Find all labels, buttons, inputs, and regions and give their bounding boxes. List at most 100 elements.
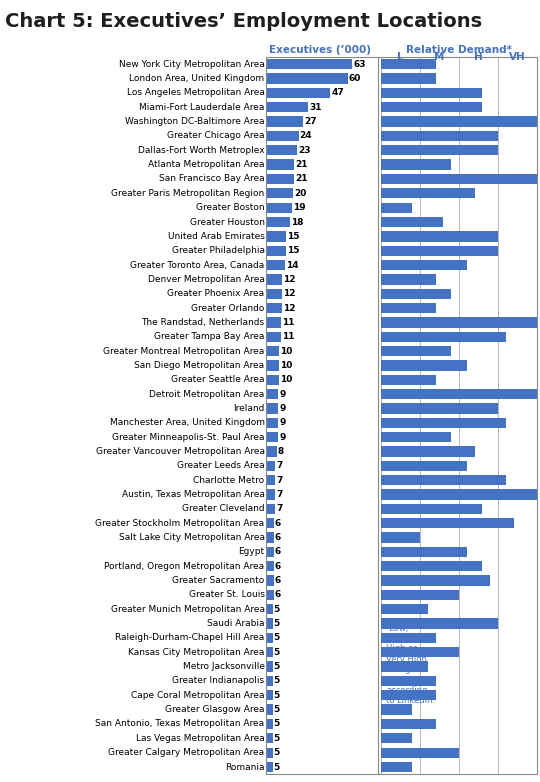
Text: Romania: Romania xyxy=(225,762,265,772)
Bar xyxy=(266,719,273,729)
Bar xyxy=(266,734,273,744)
Text: 11: 11 xyxy=(282,332,294,341)
Bar xyxy=(381,533,420,543)
Bar xyxy=(381,131,498,141)
Text: Metro Jacksonville: Metro Jacksonville xyxy=(183,662,265,671)
Text: L: L xyxy=(397,52,403,62)
Bar xyxy=(381,361,467,371)
Bar xyxy=(381,676,435,686)
Bar xyxy=(266,461,275,471)
Bar xyxy=(266,705,273,715)
Bar xyxy=(266,447,276,457)
Text: 27: 27 xyxy=(304,117,316,126)
Text: Los Angeles Metropolitan Area: Los Angeles Metropolitan Area xyxy=(127,88,265,98)
Text: 6: 6 xyxy=(275,547,281,556)
Bar xyxy=(381,547,467,557)
Text: New York City Metropolitan Area: New York City Metropolitan Area xyxy=(119,59,265,69)
Text: 7: 7 xyxy=(276,504,283,513)
Text: Cape Coral Metropolitan Area: Cape Coral Metropolitan Area xyxy=(131,691,265,700)
Text: 5: 5 xyxy=(274,719,280,729)
Bar xyxy=(381,576,490,586)
Text: 7: 7 xyxy=(276,461,283,470)
Bar xyxy=(381,705,412,715)
Text: 10: 10 xyxy=(280,346,293,356)
Text: 9: 9 xyxy=(279,432,286,442)
Text: San Francisco Bay Area: San Francisco Bay Area xyxy=(159,174,265,184)
Text: Greater Calgary Metropolitan Area: Greater Calgary Metropolitan Area xyxy=(109,748,265,757)
Bar xyxy=(266,490,275,500)
Text: 20: 20 xyxy=(294,188,307,198)
Text: Greater Glasgow Area: Greater Glasgow Area xyxy=(165,705,265,714)
Bar xyxy=(381,260,467,271)
Bar xyxy=(381,74,435,84)
Text: Ireland: Ireland xyxy=(233,404,265,413)
Text: Miami-Fort Lauderdale Area: Miami-Fort Lauderdale Area xyxy=(139,102,265,112)
Text: Denver Metropolitan Area: Denver Metropolitan Area xyxy=(148,275,265,284)
Bar xyxy=(266,504,275,514)
Text: 24: 24 xyxy=(300,131,312,141)
Bar xyxy=(381,647,459,658)
Text: Greater Stockholm Metropolitan Area: Greater Stockholm Metropolitan Area xyxy=(96,518,265,528)
Bar xyxy=(381,734,412,744)
Text: The Randstad, Netherlands: The Randstad, Netherlands xyxy=(141,318,265,327)
Text: 5: 5 xyxy=(274,748,280,757)
Bar xyxy=(266,633,273,643)
Bar xyxy=(266,174,294,184)
Text: 6: 6 xyxy=(275,590,281,600)
Bar xyxy=(381,174,537,184)
Text: Greater Chicago Area: Greater Chicago Area xyxy=(167,131,265,141)
Bar xyxy=(381,231,498,242)
Text: London Area, United Kingdom: London Area, United Kingdom xyxy=(130,74,265,83)
Text: Manchester Area, United Kingdom: Manchester Area, United Kingdom xyxy=(110,418,265,427)
Bar xyxy=(266,346,279,357)
Bar xyxy=(266,375,279,385)
Text: Greater Cleveland: Greater Cleveland xyxy=(182,504,265,513)
Text: VH: VH xyxy=(509,52,526,62)
Text: 10: 10 xyxy=(280,375,293,384)
Text: 19: 19 xyxy=(293,203,306,212)
Text: 5: 5 xyxy=(274,633,280,643)
Text: Raleigh-Durham-Chapel Hill Area: Raleigh-Durham-Chapel Hill Area xyxy=(116,633,265,643)
Text: Greater Phoenix Area: Greater Phoenix Area xyxy=(167,289,265,298)
Bar xyxy=(266,691,273,701)
Bar xyxy=(381,188,475,199)
Bar xyxy=(266,102,308,113)
Text: 6: 6 xyxy=(275,576,281,585)
Bar xyxy=(381,475,506,486)
Text: Executives (’000): Executives (’000) xyxy=(269,45,372,56)
Text: *Low,
Moderate,
High or
Very High
hiring
demand
according
to LinkedIn.: *Low, Moderate, High or Very High hiring… xyxy=(386,623,435,705)
Text: 12: 12 xyxy=(283,289,296,298)
Text: 8: 8 xyxy=(278,447,284,456)
Text: 9: 9 xyxy=(279,404,286,413)
Text: Greater Sacramento: Greater Sacramento xyxy=(172,576,265,585)
Bar xyxy=(266,404,278,414)
Text: 14: 14 xyxy=(286,260,299,270)
Bar xyxy=(266,604,273,615)
Bar xyxy=(381,274,435,285)
Text: 9: 9 xyxy=(279,389,286,399)
Text: Chart 5: Executives’ Employment Locations: Chart 5: Executives’ Employment Location… xyxy=(5,12,483,30)
Bar xyxy=(266,274,282,285)
Bar xyxy=(266,662,273,672)
Bar xyxy=(381,604,428,615)
Bar xyxy=(381,633,435,643)
Bar xyxy=(266,74,348,84)
Text: 21: 21 xyxy=(295,160,308,169)
Text: 6: 6 xyxy=(275,561,281,571)
Bar xyxy=(266,561,274,572)
Bar xyxy=(381,317,537,328)
Text: Greater Tampa Bay Area: Greater Tampa Bay Area xyxy=(154,332,265,341)
Bar xyxy=(266,231,286,242)
Text: Greater Seattle Area: Greater Seattle Area xyxy=(171,375,265,384)
Text: Greater Houston: Greater Houston xyxy=(190,217,265,227)
Bar xyxy=(381,289,451,299)
Text: 31: 31 xyxy=(309,102,322,112)
Text: Greater St. Louis: Greater St. Louis xyxy=(188,590,265,600)
Text: Saudi Arabia: Saudi Arabia xyxy=(207,619,265,628)
Text: 5: 5 xyxy=(274,647,280,657)
Text: 9: 9 xyxy=(279,418,286,427)
Text: 63: 63 xyxy=(353,59,366,69)
Text: 10: 10 xyxy=(280,361,293,370)
Text: 7: 7 xyxy=(276,475,283,485)
Bar xyxy=(381,447,475,457)
